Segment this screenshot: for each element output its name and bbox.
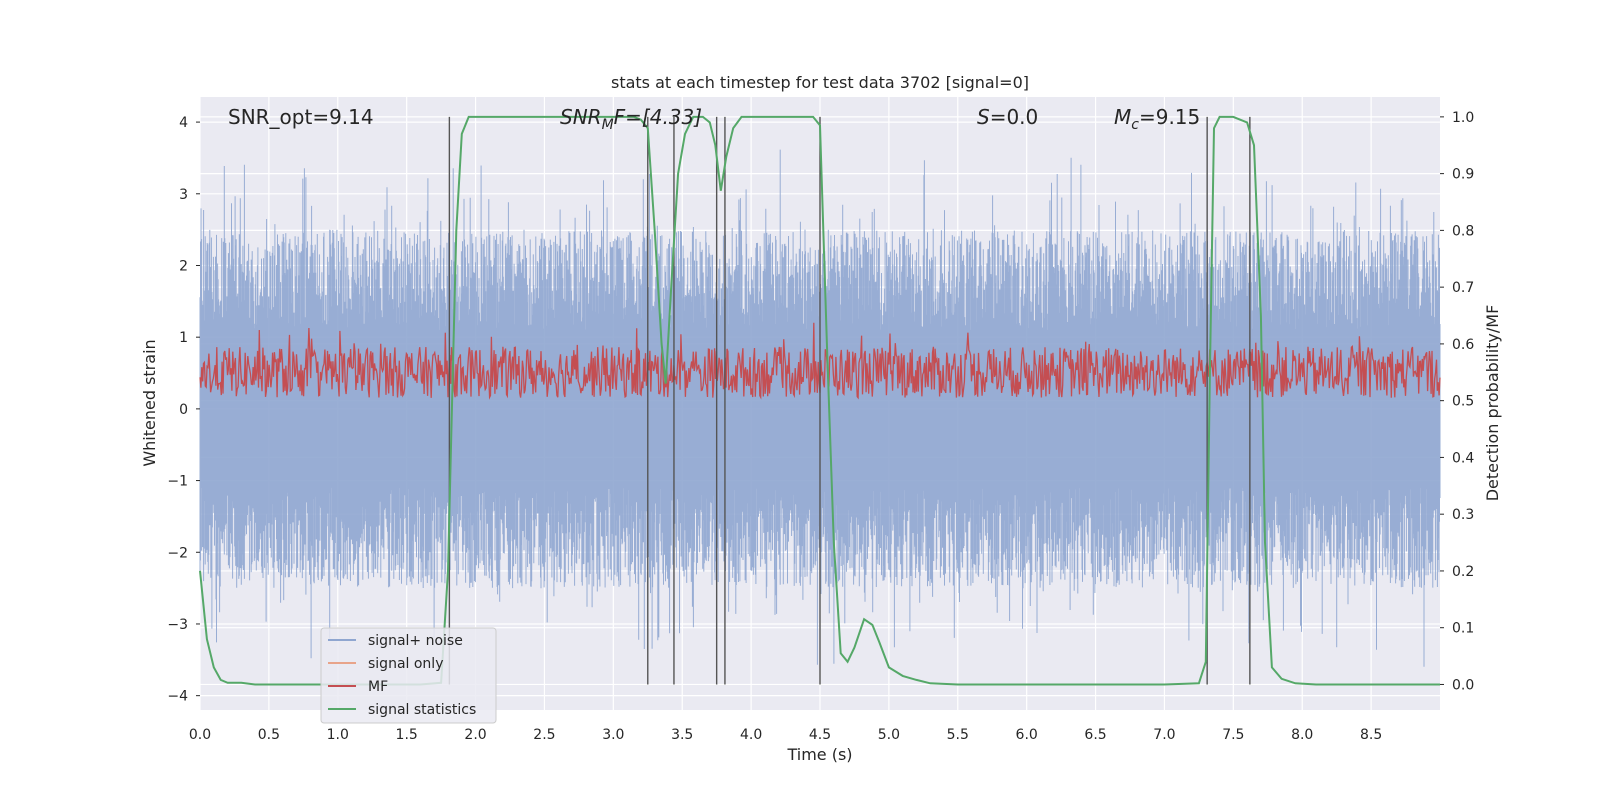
y-tick-3: 1 bbox=[179, 330, 188, 346]
y2-tick-9: 0.1 bbox=[1452, 621, 1474, 637]
y-tick-6: −2 bbox=[167, 545, 188, 561]
y2-tick-7: 0.3 bbox=[1452, 507, 1474, 523]
x-tick-3: 1.5 bbox=[396, 727, 418, 743]
x-tick-15: 7.5 bbox=[1222, 727, 1244, 743]
x-tick-2: 1.0 bbox=[327, 727, 349, 743]
legend-label-signal-noise: signal+ noise bbox=[368, 633, 463, 649]
annotation-s: S=0.0 bbox=[977, 105, 1038, 129]
x-tick-9: 4.5 bbox=[809, 727, 831, 743]
y-axis-label: Whitened strain bbox=[140, 339, 159, 466]
legend-box bbox=[320, 627, 497, 724]
x-tick-14: 7.0 bbox=[1153, 727, 1175, 743]
x-tick-1: 0.5 bbox=[258, 727, 280, 743]
y2-tick-4: 0.6 bbox=[1452, 337, 1474, 353]
legend: signal+ noise signal only MF signal stat… bbox=[320, 627, 497, 724]
vertical-markers bbox=[448, 116, 1251, 685]
legend-label-signal-only: signal only bbox=[368, 656, 443, 672]
y2-axis-label: Detection probability/MF bbox=[1483, 305, 1502, 502]
x-tick-6: 3.0 bbox=[602, 727, 624, 743]
x-tick-11: 5.5 bbox=[947, 727, 969, 743]
y-tick-0: 4 bbox=[179, 115, 188, 131]
x-tick-12: 6.0 bbox=[1016, 727, 1038, 743]
y2-tick-6: 0.4 bbox=[1452, 450, 1474, 466]
x-tick-17: 8.5 bbox=[1360, 727, 1382, 743]
y2-tick-5: 0.5 bbox=[1452, 394, 1474, 410]
x-tick-10: 5.0 bbox=[878, 727, 900, 743]
x-tick-13: 6.5 bbox=[1084, 727, 1106, 743]
y-tick-1: 3 bbox=[179, 187, 188, 203]
annotation-snr-mf: SNRMF=[4.33] bbox=[560, 105, 702, 133]
legend-label-signal-statistics: signal statistics bbox=[368, 702, 476, 718]
x-tick-labels: 0.0 0.5 1.0 1.5 2.0 2.5 3.0 3.5 4.0 4.5 5.0 5.5 6.0 6… bbox=[189, 727, 1382, 743]
legend-label-mf: MF bbox=[368, 679, 388, 695]
x-tick-16: 8.0 bbox=[1291, 727, 1313, 743]
y2-tick-labels: 1.0 0.9 0.8 0.7 0.6 0.5 0.4 0.3 0.2 0.1 0.0 bbox=[1440, 110, 1474, 693]
y-tick-7: −3 bbox=[167, 617, 188, 633]
signal-noise-line bbox=[199, 149, 1441, 667]
x-tick-7: 3.5 bbox=[671, 727, 693, 743]
signal-noise-series bbox=[199, 149, 1441, 667]
y2-tick-1: 0.9 bbox=[1452, 167, 1474, 183]
y-tick-5: −1 bbox=[167, 474, 188, 490]
y2-tick-0: 1.0 bbox=[1452, 110, 1474, 126]
y-tick-labels: 4 3 2 1 0 −1 −2 −3 −4 bbox=[167, 115, 200, 705]
x-axis-label: Time (s) bbox=[786, 745, 852, 764]
annotation-mc: Mc=9.15 bbox=[1114, 105, 1200, 133]
y2-tick-2: 0.8 bbox=[1452, 223, 1474, 239]
y-tick-4: 0 bbox=[179, 402, 188, 418]
y-tick-2: 2 bbox=[179, 258, 188, 274]
y2-tick-8: 0.2 bbox=[1452, 564, 1474, 580]
y2-tick-10: 0.0 bbox=[1452, 677, 1474, 693]
x-tick-5: 2.5 bbox=[533, 727, 555, 743]
x-tick-4: 2.0 bbox=[464, 727, 486, 743]
x-tick-0: 0.0 bbox=[189, 727, 211, 743]
x-tick-8: 4.0 bbox=[740, 727, 762, 743]
y2-tick-3: 0.7 bbox=[1452, 280, 1474, 296]
annotation-snr-opt: SNR_opt=9.14 bbox=[228, 105, 374, 129]
y-tick-8: −4 bbox=[167, 689, 188, 705]
chart-title: stats at each timestep for test data 370… bbox=[611, 73, 1029, 92]
